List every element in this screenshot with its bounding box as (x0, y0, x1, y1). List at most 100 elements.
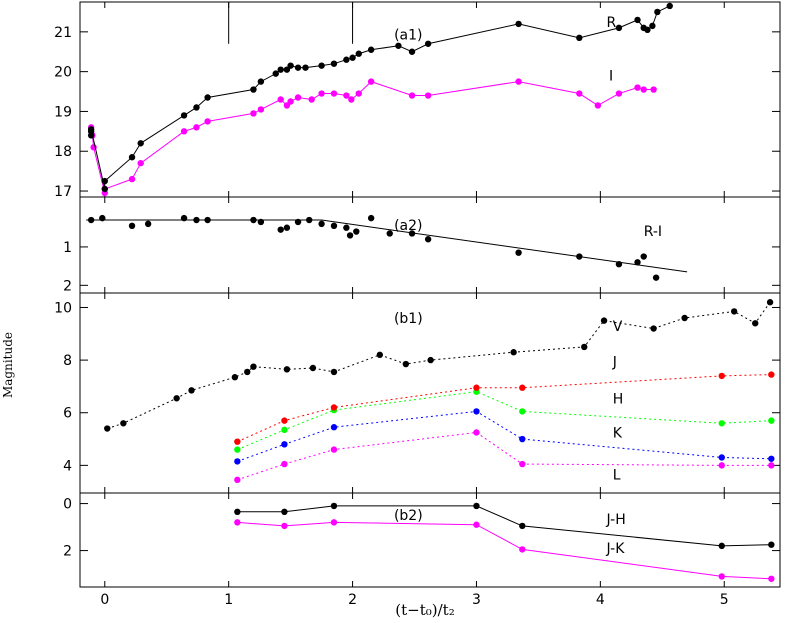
data-point (101, 185, 108, 193)
data-point (343, 224, 350, 231)
panel-frame (79, 1, 781, 198)
series-J: J (234, 354, 775, 445)
data-point (355, 90, 362, 97)
data-point (99, 214, 106, 222)
data-point (408, 230, 416, 237)
series-line (237, 374, 772, 443)
x-tick-label: 0 (100, 592, 109, 608)
data-point (424, 236, 432, 243)
panel-frame (79, 196, 781, 294)
data-point (768, 575, 775, 582)
data-point (367, 214, 375, 222)
panel-b2: 0 2 (b2) J-K J-H (63, 492, 781, 588)
data-point (424, 40, 432, 47)
series-H: H (234, 388, 775, 453)
data-point (294, 94, 302, 101)
data-point (730, 308, 738, 315)
series-V: V (104, 299, 774, 432)
data-point (87, 216, 95, 224)
panel-b1: 4 6 8 10 (b1) L K H J V (54, 292, 781, 494)
y-tick-label: 20 (54, 65, 72, 81)
data-point (234, 508, 241, 515)
data-point (768, 462, 775, 469)
x-tick-label: 2 (348, 592, 357, 608)
series-label: R-I (644, 224, 662, 240)
data-point (640, 86, 647, 93)
data-point (204, 94, 211, 101)
panel-title: (a2) (394, 218, 422, 234)
series-line (237, 410, 772, 462)
panel-title: (b2) (394, 508, 423, 524)
data-point (330, 368, 338, 376)
data-point (250, 86, 257, 93)
data-point (615, 90, 623, 97)
y-tick-label: 10 (54, 300, 72, 316)
data-point (257, 106, 265, 113)
data-point (576, 253, 583, 260)
data-point (193, 216, 200, 224)
y-tick-label: 6 (63, 406, 72, 422)
data-point (231, 374, 239, 381)
data-point (180, 214, 188, 222)
y-axis-title: Magnitude (1, 332, 15, 398)
data-point (294, 64, 302, 71)
series-label: V (613, 319, 623, 335)
data-point (355, 50, 362, 57)
data-point (349, 54, 356, 61)
y-tick-label: 4 (63, 458, 72, 474)
data-point (402, 360, 410, 368)
series-label: J-K (606, 541, 626, 557)
fit-line (86, 219, 688, 273)
data-point (519, 384, 526, 391)
data-point (272, 70, 279, 77)
data-point (281, 426, 288, 434)
data-point (287, 98, 294, 105)
x-tick-labels: 0 1 2 3 4 5 (100, 592, 728, 608)
y-tick-label: 17 (54, 184, 72, 200)
x-axis-title: (t−t₀)/t₂ (395, 601, 454, 619)
data-point (281, 441, 288, 448)
data-point (519, 546, 526, 553)
panel-title: (a1) (394, 27, 422, 43)
data-point (634, 84, 641, 91)
data-point (128, 175, 136, 183)
data-point (768, 455, 775, 462)
data-point (473, 429, 480, 436)
data-point (204, 118, 211, 125)
data-point (250, 110, 257, 117)
data-point (346, 232, 354, 239)
y-tick-label: 2 (63, 544, 72, 560)
data-point (234, 446, 241, 453)
data-point (718, 372, 725, 380)
data-point (510, 349, 517, 356)
series-label: H (613, 391, 624, 407)
data-point (204, 216, 211, 224)
data-point (234, 519, 241, 526)
panel-a1: 17 18 19 20 21 (a1) I R (54, 1, 781, 200)
data-point (600, 317, 608, 324)
panel-frame (79, 292, 781, 494)
data-point (101, 177, 108, 185)
series-line (237, 521, 772, 580)
data-point (308, 96, 315, 103)
data-point (309, 364, 317, 372)
series-label: J-H (606, 512, 626, 528)
data-point (330, 222, 338, 229)
data-point (473, 521, 480, 528)
data-point (519, 408, 526, 415)
series-K: K (234, 408, 775, 465)
panel-title: (b1) (394, 311, 423, 327)
data-point (330, 446, 338, 453)
data-point (427, 356, 434, 364)
data-point (718, 420, 725, 427)
data-point (654, 8, 661, 16)
data-point (330, 404, 338, 411)
data-point (234, 476, 241, 484)
data-point (473, 502, 480, 510)
data-point (277, 66, 284, 73)
data-point (330, 519, 338, 526)
data-point (718, 573, 725, 580)
y-tick-label: 18 (54, 144, 72, 160)
data-point (330, 90, 338, 97)
series-L: L (234, 429, 775, 484)
